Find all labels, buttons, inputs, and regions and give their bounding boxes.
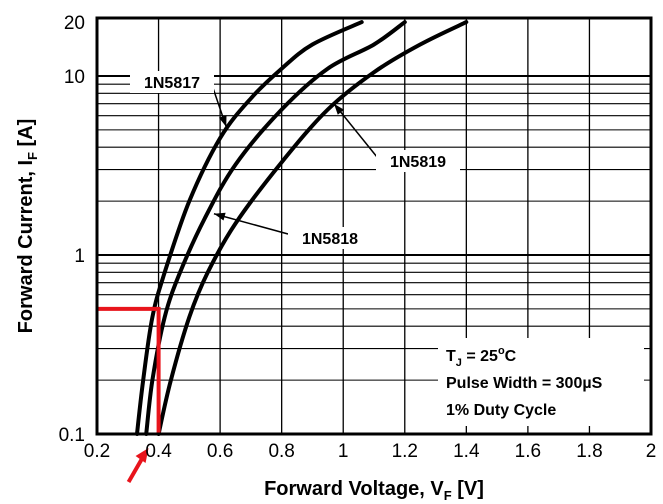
plot-frame: [95, 16, 653, 436]
grid: [97, 18, 651, 434]
condition-tj: TJ = 25oC: [446, 345, 517, 369]
y-tick-label: 0.1: [59, 425, 85, 446]
label-bg: [376, 150, 460, 172]
tick-labels: 0.2 0.4 0.6 0.8 1 1.2 1.4 1.6 1.8 2 0.1 1 10 20: [59, 13, 657, 462]
y-tick-label: 10: [64, 67, 85, 88]
series-label-1n5818: 1N5818: [302, 231, 358, 248]
x-tick-label: 0.4: [145, 441, 172, 462]
x-tick-label: 0.6: [207, 441, 233, 462]
curve-1n5819: [156, 20, 469, 436]
test-conditions: TJ = 25oC Pulse Width = 300µS 1% Duty Cycl…: [438, 338, 644, 426]
x-tick-label: 0.8: [268, 441, 294, 462]
y-tick-label: 1: [74, 246, 85, 267]
x-axis-title: Forward Voltage, VF [V]: [264, 478, 484, 503]
y-tick-label: 20: [64, 13, 85, 34]
red-reference-line: [97, 306, 161, 434]
leader-arrowhead: [333, 103, 345, 115]
x-tick-label: 1.4: [453, 441, 480, 462]
leader-line: [213, 213, 289, 235]
condition-pulse-width: Pulse Width = 300µS: [446, 375, 603, 392]
axis-titles: Forward Voltage, VF [V] Forward Current, …: [15, 119, 484, 503]
x-tick-label: 1.8: [576, 441, 602, 462]
y-axis-title: Forward Current, IF [A]: [15, 119, 40, 334]
x-tick-label: 2: [646, 441, 657, 462]
curve-1n5817: [135, 20, 364, 436]
leader-arrowhead: [213, 212, 226, 221]
x-tick-label: 1.2: [392, 441, 418, 462]
red-arrow-shaft: [126, 455, 146, 483]
series-labels: 1N5817 1N5818 1N5819: [130, 71, 460, 249]
series-label-1n5817: 1N5817: [144, 75, 200, 92]
annotations: [97, 306, 161, 483]
x-tick-label: 0.2: [84, 441, 110, 462]
label-bg: [130, 71, 214, 93]
label-bg: [288, 227, 372, 249]
condition-duty-cycle: 1% Duty Cycle: [446, 402, 556, 419]
leader-line: [333, 103, 378, 158]
conditions-bg: [438, 338, 644, 426]
x-tick-label: 1: [338, 441, 349, 462]
leader-arrowhead: [218, 115, 227, 127]
x-tick-label: 1.6: [515, 441, 541, 462]
series-label-1n5819: 1N5819: [390, 154, 446, 171]
red-arrow-head: [135, 448, 149, 463]
